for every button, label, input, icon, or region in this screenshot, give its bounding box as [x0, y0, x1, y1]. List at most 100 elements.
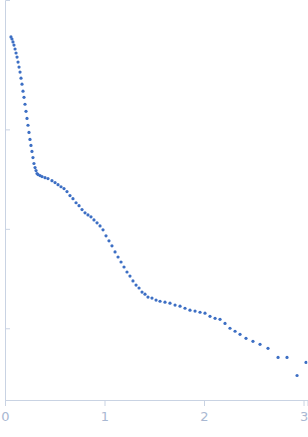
x-tick-label: 3	[300, 409, 308, 424]
data-point	[22, 96, 25, 99]
data-point	[266, 347, 269, 350]
data-point	[188, 309, 191, 312]
data-point	[116, 255, 119, 258]
data-point	[203, 312, 206, 315]
data-point	[56, 183, 59, 186]
data-point	[150, 297, 153, 300]
data-point	[154, 299, 157, 302]
data-point	[304, 361, 307, 364]
x-tick-label: 1	[101, 409, 109, 424]
data-point	[89, 215, 92, 218]
data-point	[28, 138, 31, 141]
data-point	[285, 356, 288, 359]
data-point	[26, 124, 29, 127]
data-point	[233, 330, 236, 333]
data-point	[10, 37, 13, 40]
data-point	[208, 315, 211, 318]
x-tick-mark	[105, 400, 106, 406]
x-tick-mark	[204, 400, 205, 406]
data-point	[107, 239, 110, 242]
data-point	[213, 317, 216, 320]
data-point	[16, 60, 19, 63]
data-point	[131, 279, 134, 282]
data-point	[86, 213, 89, 216]
y-tick	[5, 129, 10, 130]
data-point	[83, 211, 86, 214]
data-point	[244, 337, 247, 340]
data-point	[98, 224, 101, 227]
data-point	[12, 43, 15, 46]
data-point	[178, 305, 181, 308]
data-point	[40, 175, 43, 178]
data-point	[62, 187, 65, 190]
y-tick-mark	[5, 328, 10, 329]
data-point	[95, 221, 98, 224]
data-point	[59, 185, 62, 188]
data-point	[29, 144, 32, 147]
data-point	[18, 70, 21, 73]
points	[9, 35, 307, 377]
x-tick: 1	[101, 400, 109, 424]
data-point	[198, 311, 201, 314]
data-point	[163, 301, 166, 304]
data-point	[168, 302, 171, 305]
data-point	[134, 283, 137, 286]
x-tick: 3	[300, 400, 308, 424]
data-point	[146, 295, 149, 298]
data-point	[25, 117, 28, 120]
data-point	[173, 304, 176, 307]
data-point	[238, 333, 241, 336]
data-point	[74, 201, 77, 204]
data-point	[33, 166, 36, 169]
data-point	[101, 228, 104, 231]
y-tick-mark	[5, 229, 10, 230]
data-point	[23, 103, 26, 106]
data-point	[183, 307, 186, 310]
data-point	[104, 234, 107, 237]
data-point	[158, 300, 161, 303]
data-point	[68, 194, 71, 197]
x-tick: 0	[1, 400, 9, 424]
data-point	[137, 286, 140, 289]
chart: 0 1 2 3	[0, 0, 308, 437]
y-tick	[5, 328, 10, 329]
data-point	[17, 65, 20, 68]
data-point	[19, 77, 22, 80]
data-point	[11, 40, 14, 43]
data-point	[50, 179, 53, 182]
data-point	[125, 270, 128, 273]
data-point	[71, 197, 74, 200]
data-point	[27, 131, 30, 134]
x-axis-line	[6, 401, 308, 407]
data-point	[122, 265, 125, 268]
data-point	[228, 327, 231, 330]
x-tick: 2	[200, 400, 208, 424]
data-point	[113, 250, 116, 253]
data-point	[14, 51, 17, 54]
data-point	[258, 343, 261, 346]
data-point	[92, 218, 95, 221]
data-point	[193, 309, 196, 312]
data-point	[77, 204, 80, 207]
data-point	[128, 274, 131, 277]
y-axis	[5, 1, 10, 401]
x-axis: 0 1 2 3	[1, 400, 308, 424]
x-tick-label: 0	[1, 409, 9, 424]
data-point	[140, 291, 143, 294]
data-point	[119, 260, 122, 263]
data-point	[276, 356, 279, 359]
data-point	[65, 190, 68, 193]
data-point	[15, 55, 18, 58]
data-point	[46, 177, 49, 180]
data-point	[43, 176, 46, 179]
data-point	[34, 169, 37, 172]
data-point	[251, 340, 254, 343]
data-point	[30, 150, 33, 153]
y-axis-line	[6, 1, 11, 401]
y-tick-mark	[5, 129, 10, 130]
data-point	[110, 244, 113, 247]
data-point	[24, 110, 27, 113]
data-point	[223, 322, 226, 325]
data-point	[53, 181, 56, 184]
x-tick-mark	[304, 400, 305, 406]
